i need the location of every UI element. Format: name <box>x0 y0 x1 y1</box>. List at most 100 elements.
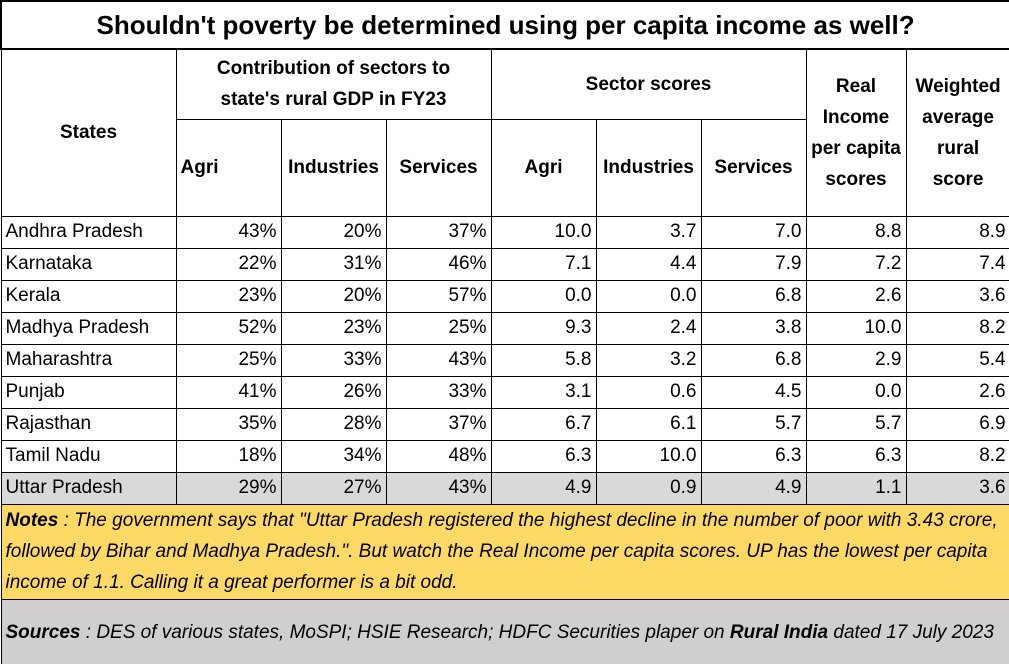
cell: 7.9 <box>700 247 807 281</box>
subheader-row: Agri Industries Services Agri Industries Serv… <box>1 118 1009 217</box>
cell: 7.4 <box>905 247 1009 281</box>
table-row: Karnataka 22% 31% 46% 7.1 4.4 7.9 7.2 7.4 <box>0 247 1009 281</box>
cell: 25% <box>175 343 282 377</box>
sources-tail: dated 17 July 2023 <box>828 621 994 643</box>
cell: 2.6 <box>905 375 1009 409</box>
cell: 37% <box>385 407 492 441</box>
table-row: Tamil Nadu 18% 34% 48% 6.3 10.0 6.3 6.3 8.2 <box>0 439 1009 473</box>
cell: 6.3 <box>700 439 807 473</box>
cell: 7.2 <box>805 247 907 281</box>
cell: 3.6 <box>905 279 1009 313</box>
table-row: Madhya Pradesh 52% 23% 25% 9.3 2.4 3.8 10.0 8.2 <box>0 311 1009 345</box>
cell: 2.6 <box>805 279 907 313</box>
cell: 3.8 <box>700 311 807 345</box>
cell: 9.3 <box>490 311 597 345</box>
column-header: Industries <box>595 118 702 217</box>
cell: 6.8 <box>700 343 807 377</box>
cell: 1.1 <box>805 471 907 505</box>
table-row: Punjab 41% 26% 33% 3.1 0.6 4.5 0.0 2.6 <box>0 375 1009 409</box>
cell: 48% <box>385 439 492 473</box>
cell: 20% <box>280 215 387 249</box>
cell: 4.9 <box>700 471 807 505</box>
cell: 25% <box>385 311 492 345</box>
table-row: Maharashtra 25% 33% 43% 5.8 3.2 6.8 2.9 5.4 <box>0 343 1009 377</box>
cell: 33% <box>280 343 387 377</box>
cell: 33% <box>385 375 492 409</box>
cell: 4.4 <box>595 247 702 281</box>
sources-emphasis: Rural India <box>729 621 829 643</box>
cell: 5.4 <box>905 343 1009 377</box>
notes-text: : The government says that "Uttar Prades… <box>5 510 998 593</box>
header-real-income: Real Income per capita scores <box>805 48 907 217</box>
cell: 6.7 <box>490 407 597 441</box>
cell: 5.8 <box>490 343 597 377</box>
cell: 8.2 <box>905 311 1009 345</box>
cell: 20% <box>280 279 387 313</box>
cell: 6.1 <box>595 407 702 441</box>
cell: 10.0 <box>595 439 702 473</box>
cell: 7.1 <box>490 247 597 281</box>
sources-text: : DES of various states, MoSPI; HSIE Res… <box>80 621 730 643</box>
cell: 18% <box>175 439 282 473</box>
cell: 23% <box>280 311 387 345</box>
cell: 31% <box>280 247 387 281</box>
column-header: Services <box>385 118 492 217</box>
cell: 29% <box>175 471 282 505</box>
cell: 3.2 <box>595 343 702 377</box>
notes-label: Notes <box>5 510 59 531</box>
cell: 6.3 <box>805 439 907 473</box>
cell: 35% <box>175 407 282 441</box>
cell: 0.0 <box>595 279 702 313</box>
cell: 2.4 <box>595 311 702 345</box>
column-header: Agri <box>490 118 597 217</box>
cell: 4.9 <box>490 471 597 505</box>
table-row: Andhra Pradesh 43% 20% 37% 10.0 3.7 7.0 8.8 8.9 <box>0 215 1009 249</box>
cell: 26% <box>280 375 387 409</box>
cell: 43% <box>385 471 492 505</box>
cell: 34% <box>280 439 387 473</box>
cell: 6.3 <box>490 439 597 473</box>
cell: 5.7 <box>700 407 807 441</box>
state-name: Karnataka <box>0 247 177 281</box>
cell: 0.9 <box>595 471 702 505</box>
title: Shouldn't poverty be determined using pe… <box>0 0 1009 50</box>
cell: 27% <box>280 471 387 505</box>
cell: 2.9 <box>805 343 907 377</box>
state-name: Rajasthan <box>0 407 177 441</box>
sources-label: Sources <box>5 621 81 643</box>
cell: 46% <box>385 247 492 281</box>
cell: 10.0 <box>490 215 597 249</box>
sources: Sources : DES of various states, MoSPI; … <box>0 598 1009 664</box>
cell: 43% <box>385 343 492 377</box>
cell: 0.6 <box>595 375 702 409</box>
cell: 3.6 <box>905 471 1009 505</box>
state-name: Andhra Pradesh <box>0 215 177 249</box>
state-name: Madhya Pradesh <box>0 311 177 345</box>
table-body: Andhra Pradesh 43% 20% 37% 10.0 3.7 7.0 8.8 8.9 K… <box>0 215 1009 505</box>
cell: 8.2 <box>905 439 1009 473</box>
cell: 3.7 <box>595 215 702 249</box>
state-name: Kerala <box>0 279 177 313</box>
table-row: Uttar Pradesh 29% 27% 43% 4.9 0.9 4.9 1.1 3.6 <box>0 471 1009 505</box>
column-header: Industries <box>280 118 387 217</box>
header-states: States <box>0 48 177 217</box>
cell: 23% <box>175 279 282 313</box>
cell: 7.0 <box>700 215 807 249</box>
state-name: Maharashtra <box>0 343 177 377</box>
state-name: Punjab <box>0 375 177 409</box>
header-weighted: Weighted average rural score <box>905 48 1009 217</box>
state-name: Uttar Pradesh <box>0 471 177 505</box>
header-contribution: Contribution of sectors to state's rural… <box>175 48 492 120</box>
cell: 41% <box>175 375 282 409</box>
table-row: Kerala 23% 20% 57% 0.0 0.0 6.8 2.6 3.6 <box>0 279 1009 313</box>
cell: 52% <box>175 311 282 345</box>
notes: Notes : The government says that "Uttar … <box>0 503 1009 600</box>
table-row: Rajasthan 35% 28% 37% 6.7 6.1 5.7 5.7 6.9 <box>0 407 1009 441</box>
column-header: Services <box>700 118 807 217</box>
cell: 10.0 <box>805 311 907 345</box>
state-name: Tamil Nadu <box>0 439 177 473</box>
cell: 4.5 <box>700 375 807 409</box>
cell: 5.7 <box>805 407 907 441</box>
